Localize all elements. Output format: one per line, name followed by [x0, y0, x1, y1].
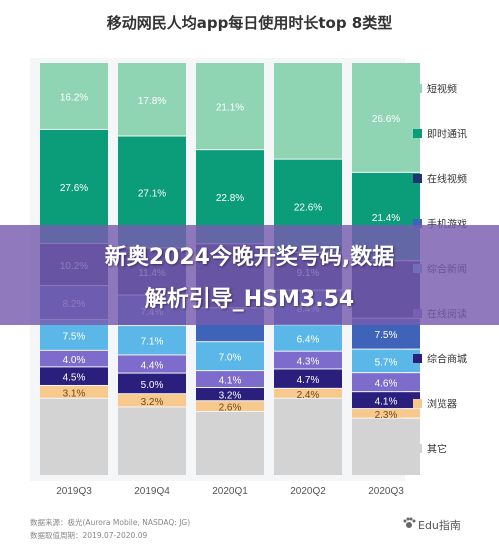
bar-segment — [274, 325, 342, 351]
legend-swatch — [413, 354, 422, 363]
bar-segment — [352, 63, 420, 172]
bar-segment — [274, 351, 342, 369]
bar-segment — [118, 355, 186, 373]
bar-segment — [196, 342, 264, 371]
data-label: 21.4% — [372, 213, 400, 224]
legend-swatch — [413, 84, 422, 93]
bar-segment — [40, 398, 108, 475]
data-label: 3.1% — [63, 388, 86, 399]
data-label: 4.3% — [297, 357, 320, 368]
legend-label: 在线视频 — [427, 173, 467, 186]
legend-swatch — [413, 444, 422, 453]
bar-segment — [274, 369, 342, 388]
bar-segment — [40, 350, 108, 367]
data-label: 7.0% — [219, 353, 242, 364]
data-label: 4.4% — [141, 360, 164, 371]
data-label: 22.6% — [294, 202, 322, 213]
bar-segment — [352, 349, 420, 373]
bar-segment — [118, 326, 186, 355]
bar-segment — [40, 63, 108, 129]
data-label: 2.6% — [219, 403, 242, 414]
bar-segment — [352, 418, 420, 475]
bar-segment — [352, 392, 420, 409]
legend-swatch — [413, 129, 422, 138]
bar-segment — [196, 371, 264, 388]
data-label: 4.0% — [63, 355, 86, 366]
overlay-banner: 新奥2024今晚开奖号码,数据 解析引导_HSM3.54 — [0, 225, 499, 325]
data-label: 5.0% — [141, 380, 164, 391]
x-tick-label: 2020Q2 — [290, 486, 326, 497]
bar-segment — [196, 388, 264, 401]
bar-segment — [352, 409, 420, 418]
x-tick-label: 2020Q3 — [368, 486, 404, 497]
data-label: 4.5% — [63, 373, 86, 384]
legend-label: 短视频 — [427, 83, 457, 96]
watermark: Edu指南 — [418, 519, 461, 532]
bar-segment — [118, 407, 186, 475]
bar-segment — [40, 367, 108, 385]
bar-segment — [118, 373, 186, 394]
bar-segment — [352, 373, 420, 392]
chart-title: 移动网民人均app每日使用时长top 8类型 — [106, 14, 393, 32]
bar-segment — [274, 388, 342, 398]
bar-segment — [274, 398, 342, 475]
x-tick-label: 2019Q3 — [56, 486, 92, 497]
legend-label: 其它 — [427, 443, 447, 456]
legend-label: 综合商城 — [427, 353, 467, 366]
data-label: 4.1% — [219, 376, 242, 387]
data-label: 16.2% — [60, 92, 88, 103]
data-label: 22.8% — [216, 193, 244, 204]
legend-swatch — [413, 219, 422, 228]
overlay-line-1: 新奥2024今晚开奖号码,数据 — [104, 245, 395, 270]
data-label: 4.1% — [375, 397, 398, 408]
data-label: 7.5% — [375, 330, 398, 341]
data-label: 3.2% — [219, 391, 242, 402]
paw-icon — [403, 517, 416, 528]
bar-segment — [196, 401, 264, 411]
data-label: 17.8% — [138, 96, 166, 107]
data-label: 7.1% — [141, 337, 164, 348]
bar-segment — [196, 63, 264, 150]
data-label: 3.2% — [141, 397, 164, 408]
data-label: 4.6% — [375, 379, 398, 390]
bar-segment — [40, 385, 108, 398]
overlay-line-2: 解析引导_HSM3.54 — [144, 287, 355, 312]
bar-segment — [118, 63, 186, 136]
x-tick-label: 2019Q4 — [134, 486, 170, 497]
data-label: 27.6% — [60, 183, 88, 194]
data-label: 7.5% — [63, 331, 86, 342]
legend-swatch — [413, 399, 422, 408]
data-label: 2.4% — [297, 390, 320, 401]
data-label: 5.7% — [375, 357, 398, 368]
bar-segment — [274, 63, 342, 159]
legend-label: 浏览器 — [427, 398, 457, 411]
legend-label: 即时通讯 — [427, 129, 467, 141]
source-line-1: 数据来源：极光(Aurora Mobile, NASDAQ: JG) — [30, 518, 191, 527]
x-tick-label: 2020Q1 — [212, 486, 248, 497]
bar-segment — [40, 129, 108, 243]
data-label: 21.1% — [216, 103, 244, 114]
data-label: 4.7% — [297, 375, 320, 386]
bar-segment — [196, 411, 264, 475]
data-label: 2.3% — [375, 410, 398, 421]
source-line-2: 数据取值周期：2019.07-2020.09 — [30, 531, 148, 540]
legend-swatch — [413, 174, 422, 183]
bar-segment — [118, 394, 186, 407]
data-label: 6.4% — [297, 334, 320, 345]
data-label: 26.6% — [372, 114, 400, 125]
data-label: 27.1% — [138, 188, 166, 199]
